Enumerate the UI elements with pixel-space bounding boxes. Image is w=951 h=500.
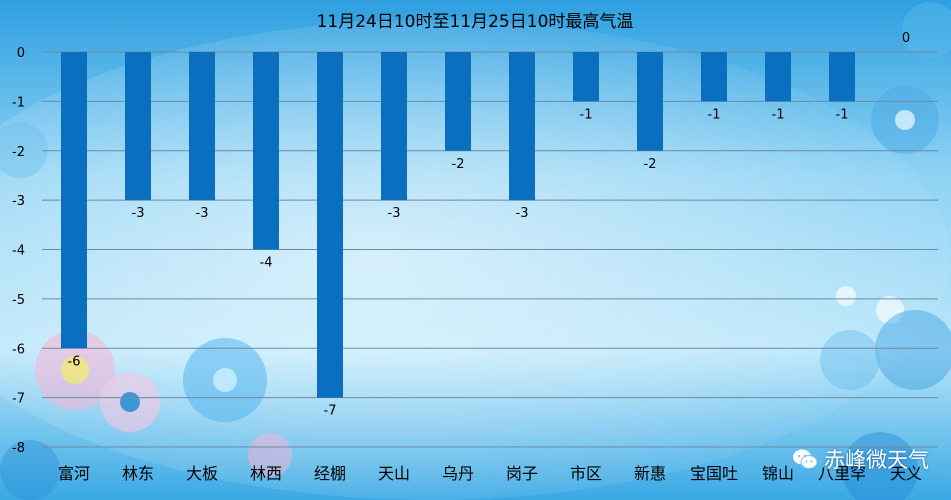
bar (189, 52, 215, 201)
data-label: -4 (260, 256, 273, 271)
x-category-label: 天山 (378, 464, 410, 483)
y-axis-ticks: 0 -1 -2 -3 -4 -5 -6 -7 -8 (12, 46, 25, 456)
x-category-label: 林东 (122, 464, 154, 483)
bar (317, 52, 343, 398)
bar (125, 52, 151, 201)
y-tick-label: -8 (12, 441, 25, 456)
data-label: -3 (388, 206, 401, 221)
y-tick-label: -4 (12, 244, 25, 259)
x-category-label: 大板 (186, 464, 218, 483)
data-label: -3 (196, 206, 209, 221)
x-category-label: 岗子 (506, 464, 538, 483)
data-label: -1 (708, 107, 721, 122)
x-category-label: 新惠 (634, 464, 666, 483)
watermark: 赤峰微天气 (792, 444, 929, 474)
data-label: -7 (324, 404, 337, 419)
x-category-label: 宝国吐 (690, 464, 738, 483)
y-tick-label: -6 (12, 342, 25, 357)
data-label: -1 (772, 107, 785, 122)
bar (829, 52, 855, 102)
x-category-label: 天义 (890, 464, 922, 483)
x-category-label: 富河 (58, 464, 90, 483)
bar (381, 52, 407, 201)
flower-decoration-right (820, 2, 951, 500)
data-label: -1 (836, 107, 849, 122)
bar (573, 52, 599, 102)
x-axis-labels: 富河 林东 大板 林西 经棚 天山 乌丹 岗子 市区 新惠 宝国吐 锦山 八里罕 天义 (58, 464, 922, 483)
data-label: 0 (902, 31, 910, 46)
data-label: -6 (68, 354, 81, 369)
x-category-label: 乌丹 (442, 464, 474, 483)
x-category-label: 锦山 (762, 464, 794, 483)
bar (253, 52, 279, 250)
watermark-text: 赤峰微天气 (824, 448, 929, 472)
x-category-label: 市区 (570, 464, 602, 483)
bar (61, 52, 87, 349)
bar (637, 52, 663, 151)
bars (61, 52, 855, 398)
x-category-label: 经棚 (314, 464, 346, 483)
data-label: -3 (516, 206, 529, 221)
flower-decoration-left (0, 122, 292, 500)
chart-title: 11月24日10时至11月25日10时最高气温 (317, 12, 634, 32)
x-category-label: 八里罕 (818, 464, 866, 483)
y-tick-label: -5 (12, 293, 25, 308)
x-category-label: 林西 (250, 464, 282, 483)
data-label: -2 (644, 157, 657, 172)
bar (509, 52, 535, 201)
bar (445, 52, 471, 151)
data-label: -3 (132, 206, 145, 221)
wechat-icon (793, 449, 818, 469)
bar (765, 52, 791, 102)
data-label: -1 (580, 107, 593, 122)
y-tick-label: -2 (12, 145, 25, 160)
y-tick-label: -7 (12, 392, 25, 407)
y-tick-label: -3 (12, 194, 25, 209)
data-label: -2 (452, 157, 465, 172)
y-tick-label: -1 (12, 95, 25, 110)
grid-lines (42, 51, 938, 448)
y-tick-label: 0 (17, 46, 25, 61)
bar (701, 52, 727, 102)
data-labels: -6 -3 -3 -4 -7 -3 -2 -3 -1 -2 -1 -1 -1 0 (68, 31, 911, 419)
